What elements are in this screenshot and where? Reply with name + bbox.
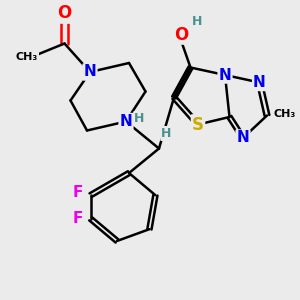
Text: F: F xyxy=(73,211,83,226)
Text: N: N xyxy=(219,68,231,82)
Text: N: N xyxy=(84,64,96,80)
Text: CH₃: CH₃ xyxy=(273,109,296,119)
Text: F: F xyxy=(73,185,83,200)
Text: O: O xyxy=(57,4,72,22)
Text: CH₃: CH₃ xyxy=(16,52,38,62)
Text: H: H xyxy=(192,15,203,28)
Text: N: N xyxy=(253,75,266,90)
Text: N: N xyxy=(237,130,249,146)
Text: O: O xyxy=(174,26,189,44)
Text: H: H xyxy=(161,127,172,140)
Text: N: N xyxy=(120,114,132,129)
Text: H: H xyxy=(134,112,145,125)
Text: S: S xyxy=(192,116,204,134)
